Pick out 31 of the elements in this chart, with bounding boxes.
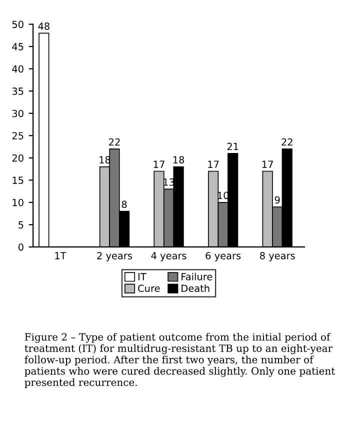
- y-tick-label: 0: [18, 243, 24, 251]
- y-tick-label: 45: [12, 43, 24, 50]
- y-tick-label: 15: [12, 176, 24, 184]
- legend-label: Failure: [182, 272, 212, 280]
- x-tick-label: 4 years: [151, 252, 186, 262]
- y-tick-label: 25: [12, 132, 24, 140]
- data-label: 9: [274, 196, 280, 204]
- data-label: 22: [109, 138, 120, 146]
- data-label: 18: [173, 156, 184, 164]
- data-label: 17: [154, 160, 164, 168]
- y-tick-label: 35: [12, 88, 24, 95]
- y-tick-label: 5: [18, 221, 24, 229]
- y-tick-label: 10: [12, 198, 24, 206]
- data-label: 21: [227, 142, 238, 150]
- x-tick-label: 1T: [55, 252, 66, 260]
- data-label: 17: [262, 160, 273, 168]
- x-tick-label: 8 years: [260, 252, 295, 262]
- data-label: 48: [38, 22, 50, 30]
- caption: Figure 2 – Type of patient outcome from the initial period of treatment (IT) for multidrug-resistant TB up to an eight-year follow-up period. After the first two years, the number of patients who were cured decreased slightly. Only one patient presented recurrence.: [24, 332, 336, 388]
- data-label: 22: [282, 138, 292, 146]
- legend-label: Cure: [138, 284, 160, 292]
- y-tick-label: 30: [12, 110, 24, 118]
- y-tick-label: 50: [12, 20, 24, 28]
- legend-label: Death: [182, 284, 210, 292]
- x-tick-label: 6 years: [206, 252, 241, 262]
- legend-label: IT: [138, 273, 146, 280]
- y-tick-label: 40: [12, 65, 24, 73]
- data-label: 8: [122, 200, 127, 208]
- data-label: 17: [208, 160, 219, 168]
- x-tick-label: 2 years: [97, 252, 132, 262]
- y-tick-label: 20: [12, 154, 24, 162]
